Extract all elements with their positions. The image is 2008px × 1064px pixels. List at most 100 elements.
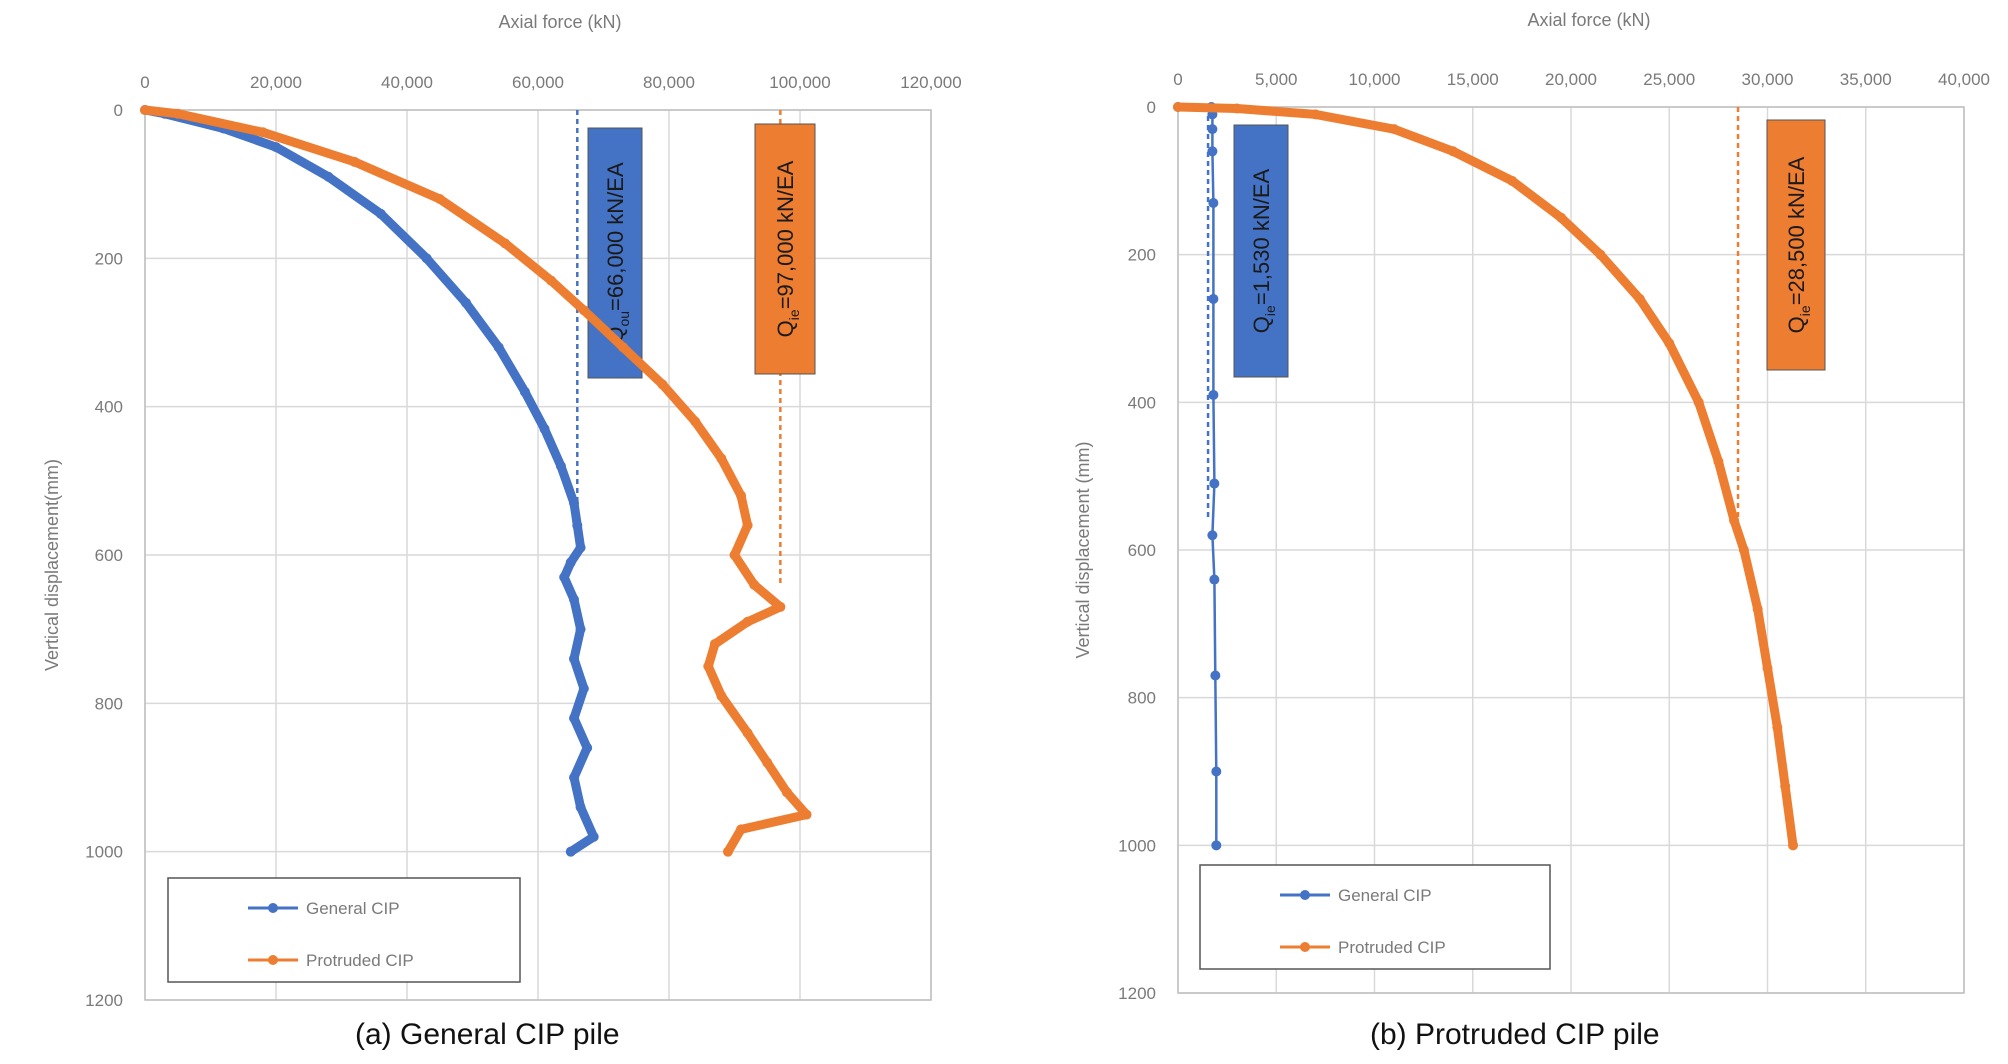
data-point <box>375 208 386 219</box>
y-axis-title: Vertical displacement(mm) <box>42 459 62 671</box>
annotation-background <box>1233 124 1289 378</box>
data-point <box>749 579 760 590</box>
x-tick-label: 60,000 <box>512 73 564 92</box>
data-point <box>1448 146 1459 157</box>
caption-protruded-cip: (b) Protruded CIP pile <box>1370 1018 1660 1051</box>
y-tick-label: 600 <box>95 546 123 565</box>
data-point <box>575 542 586 553</box>
annotation-box: Qie=28,500 kN/EA <box>1766 119 1826 371</box>
data-point <box>555 461 566 471</box>
legend-label: Protruded CIP <box>306 951 414 970</box>
data-point <box>1738 545 1749 555</box>
chart-general-cip: 0 20,000 40,000 60,000 80,000 100,000 120,000 0… <box>42 12 962 1010</box>
y-tick-label: 400 <box>95 398 123 417</box>
legend-label: General CIP <box>1338 886 1432 905</box>
data-point <box>618 342 629 353</box>
x-tick-label: 25,000 <box>1643 70 1695 89</box>
series-line-general-cip <box>140 105 599 857</box>
data-point <box>460 297 471 308</box>
data-point <box>1310 109 1321 120</box>
data-point <box>271 142 281 153</box>
data-point <box>716 690 727 701</box>
y-tick-label: 0 <box>1147 98 1156 117</box>
data-point <box>1209 574 1220 585</box>
data-point <box>1211 840 1222 851</box>
data-point <box>1762 663 1773 674</box>
x-tick-label: 100,000 <box>769 73 830 92</box>
data-point <box>569 498 580 509</box>
data-point <box>736 490 747 501</box>
data-point <box>559 572 570 583</box>
caption-general-cip: (a) General CIP pile <box>355 1018 620 1051</box>
x-tick-label: 120,000 <box>900 73 961 92</box>
data-point <box>546 275 557 286</box>
legend-marker <box>1300 890 1310 900</box>
data-point <box>1752 604 1763 615</box>
x-tick-label: 35,000 <box>1840 70 1892 89</box>
x-axis-title: Axial force (kN) <box>498 12 621 32</box>
y-tick-label: 800 <box>1128 689 1156 708</box>
data-point <box>1210 670 1221 681</box>
annotation-text: Qou=66,000 kN/EA <box>603 162 632 344</box>
chart-panel-protruded-cip: 0 5,000 10,000 15,000 20,000 25,000 30,000 35,0… <box>1004 0 2008 1064</box>
y-tick-label: 200 <box>95 249 123 268</box>
data-point <box>569 653 580 664</box>
data-point <box>709 639 720 649</box>
legend-label: General CIP <box>306 899 400 918</box>
data-point <box>703 661 714 672</box>
data-point <box>569 772 580 783</box>
y-tick-label: 1200 <box>1118 984 1156 1003</box>
annotation-background <box>754 123 816 375</box>
y-tick-label: 1000 <box>1118 836 1156 855</box>
data-point <box>434 194 445 204</box>
data-point <box>565 557 576 568</box>
data-point <box>1729 515 1740 526</box>
x-tick-label: 20,000 <box>250 73 302 92</box>
data-point <box>539 423 550 434</box>
data-point <box>172 108 183 119</box>
legend-marker <box>1300 942 1310 952</box>
chart-panel-general-cip: 0 20,000 40,000 60,000 80,000 100,000 120,000 0… <box>42 12 962 1051</box>
legend: General CIP Protruded CIP <box>167 877 521 983</box>
data-point <box>742 520 753 531</box>
data-point <box>500 238 511 249</box>
data-point <box>1772 722 1783 733</box>
data-point <box>1207 146 1218 157</box>
data-point <box>519 386 530 397</box>
x-axis-title: Axial force (kN) <box>1527 10 1650 30</box>
plot-frame <box>144 109 932 1001</box>
data-point <box>569 594 580 605</box>
data-point <box>565 846 576 857</box>
data-point <box>742 728 753 738</box>
x-tick-label: 15,000 <box>1447 70 1499 89</box>
data-point <box>575 802 586 813</box>
legend-frame <box>1199 864 1551 970</box>
x-tick-label: 30,000 <box>1742 70 1794 89</box>
y-axis-title: Vertical displacement (mm) <box>1073 441 1093 658</box>
legend-marker <box>268 903 278 913</box>
data-point <box>1556 212 1567 223</box>
data-point <box>657 379 668 390</box>
data-point <box>578 305 589 316</box>
annotation-box: Qou=66,000 kN/EA <box>587 127 643 379</box>
y-tick-label: 0 <box>114 101 123 120</box>
data-point <box>575 624 586 635</box>
data-point <box>349 156 360 167</box>
data-point <box>1664 338 1675 349</box>
data-point <box>716 453 727 464</box>
x-tick-label: 0 <box>1173 70 1182 89</box>
data-point <box>588 831 599 842</box>
data-point <box>578 683 589 694</box>
series-line-protruded-cip <box>140 105 811 857</box>
data-point <box>1507 175 1518 186</box>
data-point <box>736 824 747 835</box>
annotation-text: Qie=97,000 kN/EA <box>773 160 802 337</box>
x-tick-label: 40,000 <box>1938 70 1990 89</box>
y-tick-label: 400 <box>1128 393 1156 412</box>
x-tick-label: 5,000 <box>1255 70 1298 89</box>
data-point <box>1173 102 1183 112</box>
data-point <box>1207 530 1218 541</box>
data-point <box>1209 478 1220 489</box>
annotation-background <box>1766 119 1826 371</box>
legend-marker <box>268 955 278 965</box>
